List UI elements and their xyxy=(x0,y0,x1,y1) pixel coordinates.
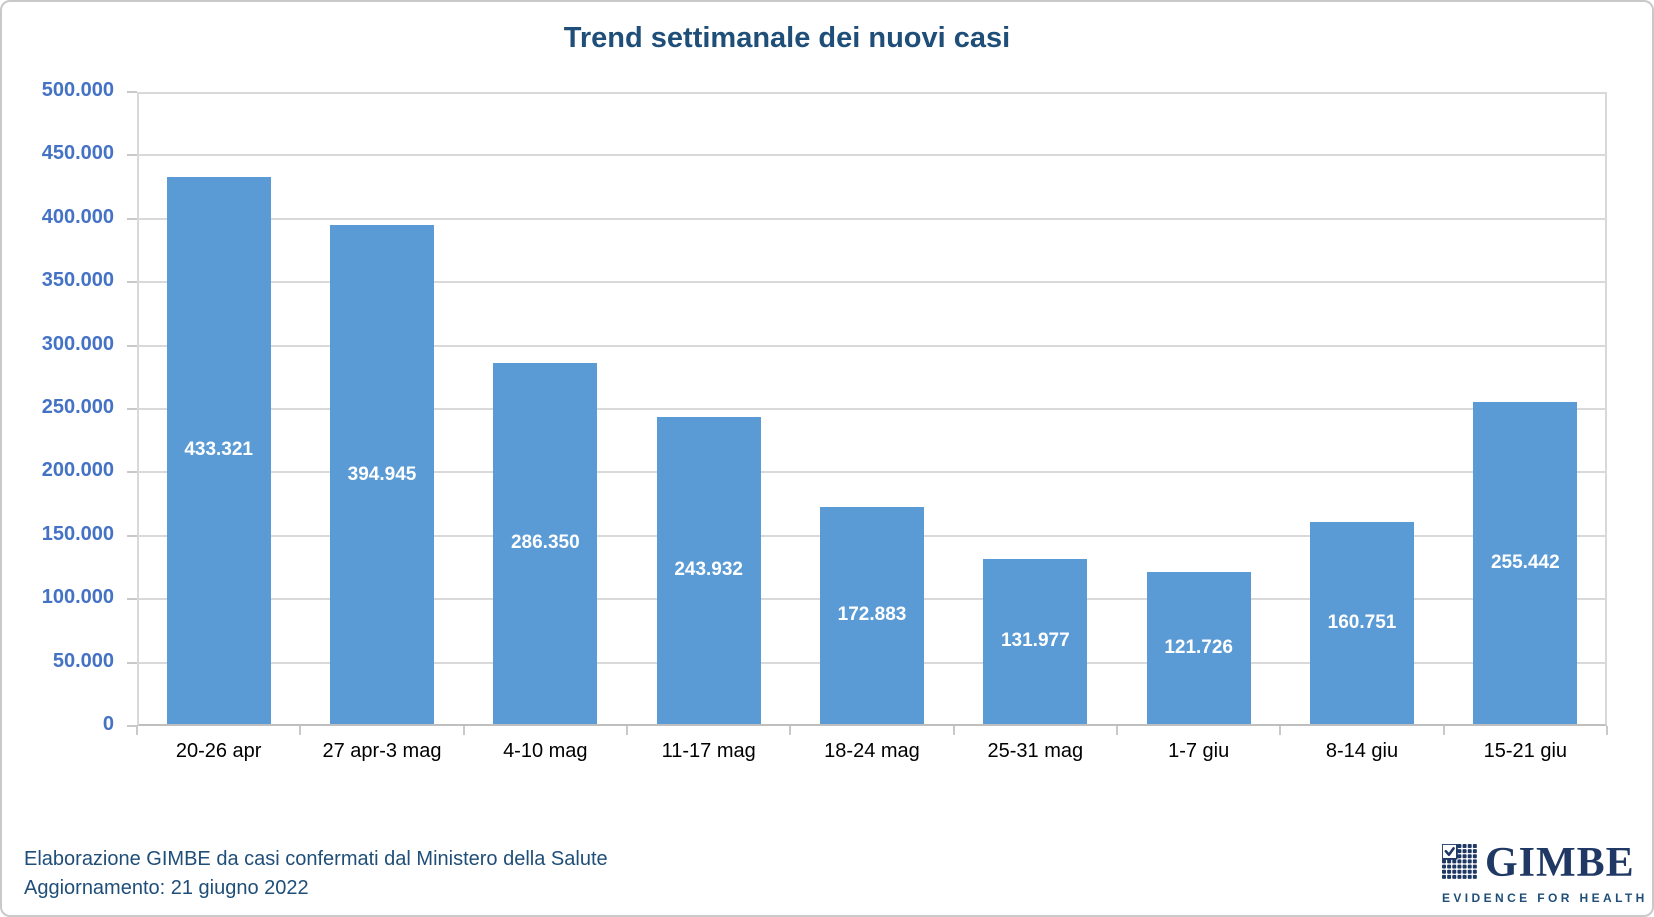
bar-value-label: 433.321 xyxy=(184,439,253,461)
gridline xyxy=(137,154,1607,157)
x-axis-label: 27 apr-3 mag xyxy=(322,740,442,762)
y-axis-label: 450.000 xyxy=(41,142,114,165)
y-axis-tick xyxy=(127,154,137,157)
x-axis-label: 20-26 apr xyxy=(175,740,262,762)
y-axis-tick xyxy=(127,281,137,284)
bar-value-label: 172.883 xyxy=(837,604,907,626)
y-axis-tick xyxy=(127,534,137,537)
chart-title: Trend settimanale dei nuovi casi xyxy=(563,22,1011,54)
bar-value-label: 131.977 xyxy=(1000,630,1070,652)
y-axis-label: 150.000 xyxy=(41,522,114,545)
chart-footer: Elaborazione GIMBE da casi confermati da… xyxy=(24,845,608,903)
x-axis-tick xyxy=(462,726,465,735)
x-axis-label: 8-14 giu xyxy=(1325,740,1399,762)
bar xyxy=(330,225,434,724)
x-axis-tick xyxy=(1442,726,1445,735)
bar xyxy=(1310,522,1414,724)
y-axis-label: 100.000 xyxy=(41,586,114,609)
gridline xyxy=(137,217,1607,220)
y-axis-tick xyxy=(127,91,137,93)
x-axis-tick xyxy=(1279,726,1282,735)
x-axis-tick xyxy=(952,726,955,735)
y-axis-label: 300.000 xyxy=(41,332,114,355)
gridline xyxy=(137,344,1607,347)
gridline xyxy=(137,281,1607,284)
x-axis-tick xyxy=(136,726,138,735)
y-axis-tick xyxy=(127,661,137,664)
gridline xyxy=(137,408,1607,410)
y-axis-tick xyxy=(127,344,137,347)
bar xyxy=(820,506,924,724)
y-axis-label: 50.000 xyxy=(52,649,114,672)
bar xyxy=(656,416,761,724)
gimbe-check-grid-icon: (function(){ var g=document.getElementBy… xyxy=(1441,843,1478,885)
y-axis-tick xyxy=(127,598,137,601)
x-axis-label: 11-17 mag xyxy=(661,740,756,762)
x-axis-label: 25-31 mag xyxy=(987,740,1084,762)
bar xyxy=(1473,402,1578,724)
bar xyxy=(493,362,598,724)
bar-value-label: 255.442 xyxy=(1490,552,1560,574)
y-axis-tick xyxy=(127,471,137,474)
y-axis-label: 0 xyxy=(102,713,114,735)
bar-value-label: 121.726 xyxy=(1164,636,1233,658)
x-axis-tick xyxy=(626,726,628,735)
bar-value-label: 286.350 xyxy=(510,532,580,554)
y-axis-label: 500.000 xyxy=(41,79,114,101)
bar xyxy=(983,558,1088,724)
gimbe-logo: (function(){ var g=document.getElementBy… xyxy=(1441,842,1648,905)
footer-source-line: Elaborazione GIMBE da casi confermati da… xyxy=(24,848,608,870)
gridline xyxy=(137,471,1607,474)
y-axis-tick xyxy=(127,725,137,727)
gimbe-wordmark: GIMBE xyxy=(1485,840,1635,886)
bar-value-label: 160.751 xyxy=(1327,612,1397,634)
footer-update-line: Aggiornamento: 21 giugno 2022 xyxy=(24,877,309,899)
y-axis-label: 350.000 xyxy=(41,269,114,292)
y-axis-tick xyxy=(127,408,137,410)
x-axis-label: 4-10 mag xyxy=(503,740,588,762)
x-axis-tick xyxy=(1606,726,1608,735)
y-axis-label: 250.000 xyxy=(41,396,114,418)
y-axis-label: 200.000 xyxy=(41,459,114,482)
x-axis-tick xyxy=(299,726,302,735)
x-axis-label: 18-24 mag xyxy=(824,740,920,762)
y-axis-label: 400.000 xyxy=(41,205,114,228)
bar xyxy=(166,176,271,724)
x-axis-label: 15-21 giu xyxy=(1483,740,1568,762)
gimbe-tagline: EVIDENCE FOR HEALTH xyxy=(1442,891,1648,905)
x-axis-tick xyxy=(789,726,792,735)
x-axis-label: 1-7 giu xyxy=(1168,740,1230,762)
y-axis-tick xyxy=(127,217,137,220)
x-axis-tick xyxy=(1116,726,1118,735)
bar-value-label: 243.932 xyxy=(674,559,743,581)
bar-value-label: 394.945 xyxy=(347,463,417,485)
bar xyxy=(1146,571,1251,724)
